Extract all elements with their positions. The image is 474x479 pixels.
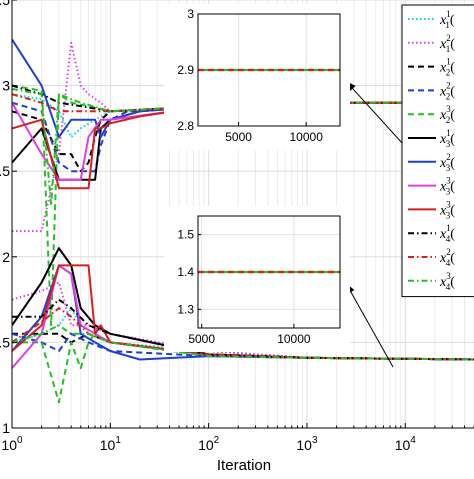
legend-entry: x2 4( (408, 247, 455, 268)
y-tick-label: 1 (2, 420, 10, 436)
legend-entry: x2 2( (408, 80, 455, 101)
inset-y-tick-label: 2.9 (177, 63, 194, 77)
inset-x-tick-label: 10000 (290, 130, 324, 144)
x-tick-label: 103 (296, 435, 318, 453)
legend-entry: x1 2( (408, 57, 455, 78)
inset-arrow (345, 282, 394, 368)
legend-label: x2 1( (439, 33, 455, 54)
legend-entry: x2 3( (408, 152, 455, 173)
x-tick-label: 104 (395, 435, 417, 453)
legend-entry: x1 1( (408, 9, 455, 30)
legend-label: x1 1( (439, 9, 455, 30)
y-tick-label: .5 (0, 334, 10, 350)
inset-x-tick-label: 5000 (225, 130, 252, 144)
inset-border (197, 215, 341, 329)
legend-label: x3 3( (439, 176, 455, 197)
series-line (12, 281, 474, 361)
y-tick-label: 2 (2, 249, 10, 265)
legend-label: x1 3( (439, 128, 455, 149)
y-tick-label: .5 (0, 0, 10, 8)
legend-label: x3 4( (439, 271, 455, 292)
legend: x1 1( x2 1( x1 2( x2 2( x3 2( x1 3( x2 3( x3 3( x3 3( x1 4(… (401, 4, 474, 298)
legend-entry: x1 4( (408, 223, 455, 244)
series-line (12, 332, 474, 361)
legend-entry: x3 2( (408, 104, 455, 125)
x-tick-label: 102 (198, 435, 220, 453)
legend-box (401, 4, 474, 298)
series-line (12, 93, 474, 113)
legend-label: x2 3( (439, 152, 455, 173)
inset-border (197, 13, 341, 127)
inset-x-tick-label: 5000 (188, 332, 215, 346)
inset-y-tick-label: 1.3 (177, 302, 194, 316)
legend-label: x1 2( (439, 57, 455, 78)
legend-entry: x1 3( (408, 128, 455, 149)
legend-label: x3 2( (439, 104, 455, 125)
inset-y-tick-label: 1.4 (177, 265, 194, 279)
insets: 2.8 2.9 3 5000 10000 1.3 1.4 1.5 5000 10000 (164, 4, 350, 352)
legend-entry: x3 3( (408, 199, 455, 220)
inset-y-tick-label: 1.5 (177, 228, 194, 242)
legend-entry: x3 3( (408, 176, 455, 197)
inset-x-tick-label: 10000 (277, 332, 311, 346)
legend-label: x2 4( (439, 247, 455, 268)
y-tick-label: 3 (2, 78, 10, 94)
x-tick-label: 100 (1, 435, 23, 453)
x-tick-label: 101 (100, 435, 122, 453)
inset-2: 1.3 1.4 1.5 5000 10000 (164, 206, 350, 352)
inset-1: 2.8 2.9 3 5000 10000 (164, 4, 350, 150)
series-line (12, 324, 474, 361)
legend-label: x2 2( (439, 80, 455, 101)
y-tick-label: .5 (0, 163, 10, 179)
legend-entry: x3 4( (408, 271, 455, 292)
legend-label: x3 3( (439, 199, 455, 220)
legend-label: x1 4( (439, 223, 455, 244)
x-axis-label: Iteration (217, 457, 271, 474)
legend-entry: x2 1( (408, 33, 455, 54)
inset-y-tick-label: 2.8 (177, 119, 194, 133)
inset-y-tick-label: 3 (187, 7, 194, 21)
